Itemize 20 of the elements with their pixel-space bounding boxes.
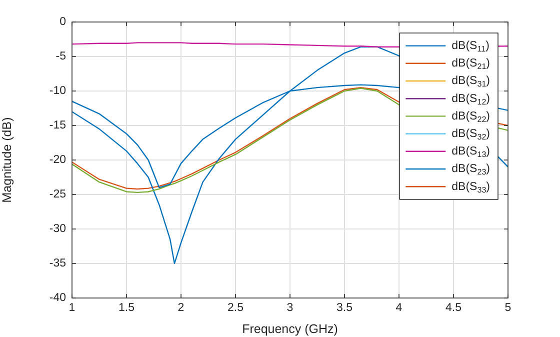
- y-tick-label: -30: [49, 223, 66, 236]
- y-tick-label: -15: [49, 120, 66, 132]
- x-tick-label: 2: [178, 302, 184, 314]
- x-tick-label: 2.5: [228, 302, 244, 314]
- y-tick-label: 0: [60, 16, 66, 28]
- y-tick-label: -25: [49, 188, 66, 201]
- x-tick-label: 4: [396, 302, 403, 314]
- x-tick-label: 1.5: [118, 302, 134, 314]
- y-tick-label: -40: [49, 292, 66, 304]
- x-tick-label: 1: [68, 302, 76, 314]
- x-axis-title: Frequency (GHz): [242, 322, 338, 336]
- x-tick-label: 3.5: [336, 302, 352, 314]
- x-tick-label: 4.5: [446, 302, 462, 314]
- x-tick-label: 3: [286, 302, 294, 314]
- x-tick-label: 5: [504, 302, 512, 314]
- y-tick-label: -5: [56, 50, 66, 63]
- y-tick-label: -20: [49, 154, 66, 166]
- y-tick-label: -10: [49, 85, 66, 98]
- y-tick-label: -35: [49, 258, 66, 270]
- y-axis-title: Magnitude (dB): [0, 117, 14, 203]
